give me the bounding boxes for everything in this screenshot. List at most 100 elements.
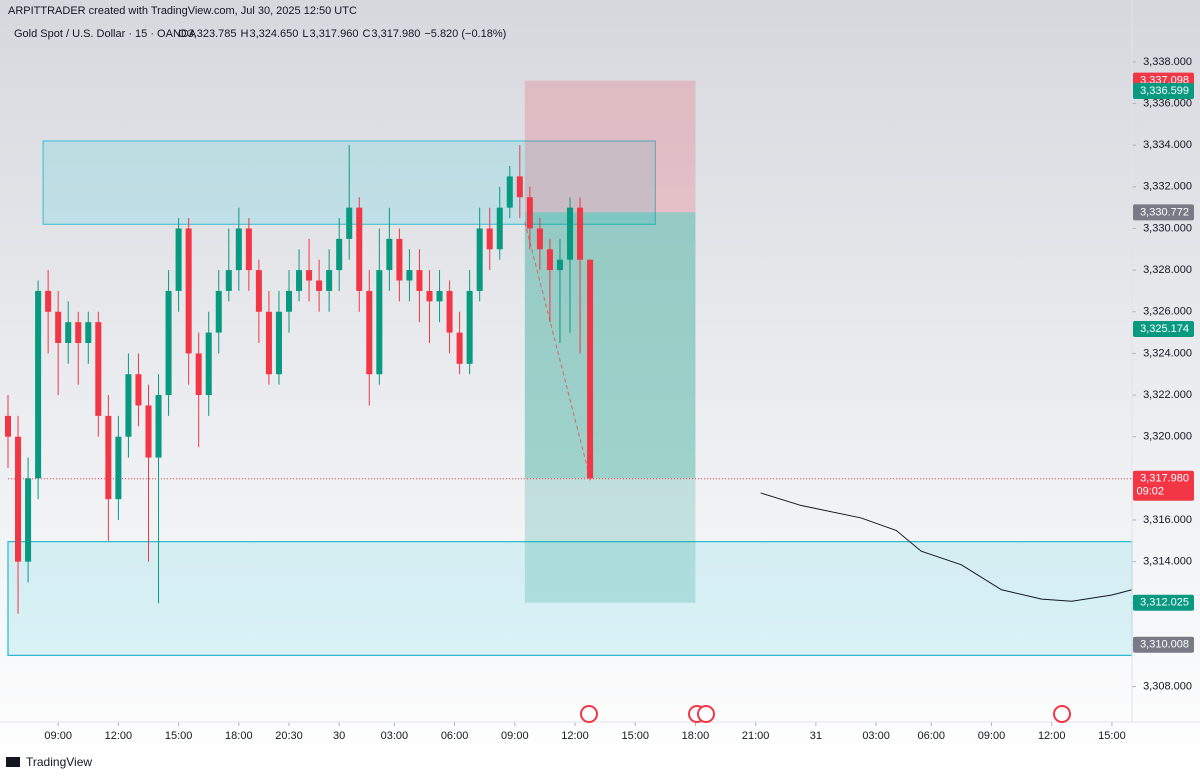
event-icon[interactable] — [1053, 705, 1071, 723]
change: −5.820 (−0.18%) — [424, 28, 506, 40]
candle-body — [296, 270, 303, 291]
price-label: 3,336.599 — [1140, 85, 1189, 97]
y-tick-label: 3,328.000 — [1143, 264, 1192, 276]
candle-body — [155, 395, 162, 458]
candle-body — [446, 290, 453, 333]
y-tick-label: 3,338.000 — [1143, 56, 1192, 68]
candle-body — [386, 238, 393, 271]
x-tick-label: 30 — [333, 730, 345, 742]
y-tick-label: 3,308.000 — [1143, 681, 1192, 693]
filled-target — [524, 212, 696, 479]
candle-body — [135, 374, 142, 406]
candle-body — [406, 270, 413, 281]
candle-body — [65, 322, 72, 343]
y-tick-label: 3,322.000 — [1143, 389, 1192, 401]
price-label: 3,317.980 — [1140, 473, 1189, 485]
event-icon[interactable] — [580, 705, 598, 723]
countdown: 09:02 — [1136, 486, 1164, 498]
price-label: 3,310.008 — [1140, 639, 1189, 651]
ohlc-value: 3,323.785 — [188, 28, 237, 40]
x-tick-label: 20:30 — [275, 730, 303, 742]
candle-body — [25, 478, 32, 562]
candle-body — [546, 249, 553, 271]
candle-body — [416, 270, 423, 291]
candle-body — [105, 415, 112, 500]
x-tick-label: 18:00 — [682, 730, 710, 742]
legend: Gold Spot / U.S. Dollar · 15 · OANDA O 3,… — [14, 28, 506, 40]
candle-body — [566, 207, 574, 260]
y-tick-label: 3,324.000 — [1143, 347, 1192, 359]
trend-line — [524, 222, 591, 479]
ohlc-key: C — [362, 28, 370, 40]
candle-body — [346, 207, 353, 239]
candle-body — [75, 322, 82, 343]
candle-body — [316, 280, 323, 291]
candle-body — [275, 311, 282, 375]
zone — [7, 541, 1133, 656]
projection-line — [760, 492, 1133, 602]
candle-body — [55, 311, 62, 343]
candle-body — [486, 228, 493, 250]
x-tick-label: 06:00 — [441, 730, 469, 742]
x-tick-label: 12:00 — [105, 730, 133, 742]
x-tick-label: 09:00 — [978, 730, 1006, 742]
x-tick-label: 31 — [810, 730, 822, 742]
x-tick-label: 21:00 — [742, 730, 770, 742]
candle-body — [4, 415, 12, 437]
candle-body — [536, 228, 543, 250]
candle-body — [516, 176, 523, 198]
price-label-box — [1133, 83, 1194, 100]
candle-body — [526, 197, 533, 229]
x-tick-label: 09:00 — [501, 730, 529, 742]
candle-body — [466, 290, 473, 364]
price-label-box — [1133, 470, 1194, 501]
x-tick-label: 06:00 — [918, 730, 946, 742]
y-tick-label: 3,320.000 — [1143, 431, 1192, 443]
x-tick-label: 15:00 — [165, 730, 193, 742]
candle-body — [115, 436, 122, 500]
candle-body — [35, 290, 42, 479]
candle-body — [215, 290, 222, 333]
event-icons — [580, 705, 1071, 723]
brand: TradingView — [26, 755, 92, 769]
event-icon[interactable] — [697, 705, 715, 723]
candle-body — [245, 228, 252, 271]
candle-body — [125, 374, 132, 437]
x-tick-label: 18:00 — [225, 730, 253, 742]
y-tick-label: 3,314.000 — [1143, 556, 1192, 568]
target-zone — [524, 212, 696, 603]
x-tick-label: 09:00 — [44, 730, 72, 742]
candle-body — [577, 207, 584, 260]
candle-body — [587, 259, 594, 479]
ohlc-key: O — [178, 28, 187, 40]
y-tick-label: 3,330.000 — [1143, 222, 1192, 234]
ohlc-value: 3,317.960 — [310, 28, 359, 40]
candle-body — [165, 290, 172, 396]
candle-body — [496, 207, 503, 250]
x-tick-label: 03:00 — [862, 730, 890, 742]
candle-body — [95, 322, 102, 416]
candle-body — [436, 290, 443, 302]
candle-body — [265, 311, 272, 375]
symbol: Gold Spot / U.S. Dollar · 15 · OANDA — [14, 28, 197, 40]
candle-body — [326, 270, 333, 291]
candle-body — [185, 228, 192, 354]
price-label-box — [1133, 594, 1194, 611]
candle-body — [15, 436, 22, 562]
ohlc-value: 3,324.650 — [249, 28, 298, 40]
x-tick-label: 12:00 — [1038, 730, 1066, 742]
candle-body — [306, 270, 313, 281]
candle-body — [235, 228, 242, 271]
candle-body — [45, 290, 52, 312]
candle-body — [366, 290, 373, 375]
ohlc-key: H — [241, 28, 249, 40]
x-tick-label: 12:00 — [561, 730, 589, 742]
price-label-box — [1133, 636, 1194, 653]
stop-zone — [524, 80, 696, 213]
candle-body — [376, 270, 383, 375]
candle-body — [285, 290, 293, 312]
candle-body — [175, 228, 182, 291]
x-tick-label: 15:00 — [621, 730, 649, 742]
